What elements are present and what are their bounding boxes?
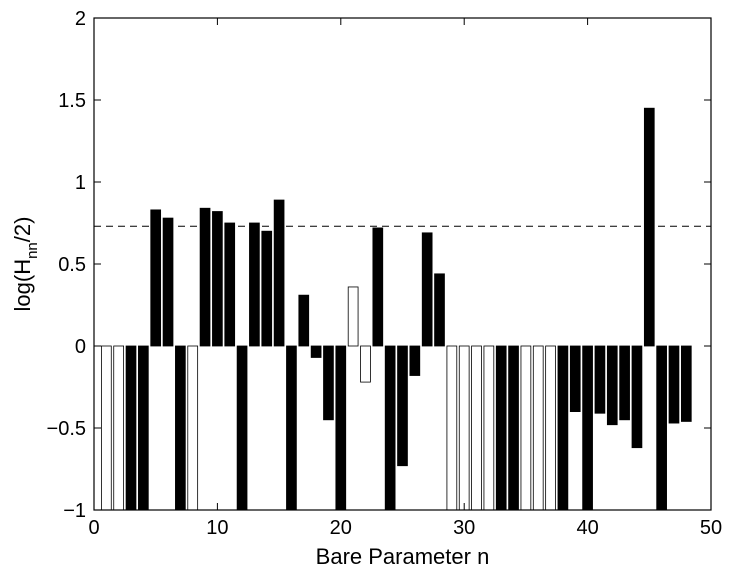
bar-36	[532, 345, 544, 511]
bar-41	[594, 345, 606, 414]
bar-15	[273, 199, 285, 347]
y-axis-label-subscript: nn	[24, 242, 41, 259]
bar-31	[471, 345, 482, 511]
bar-20	[335, 345, 347, 511]
bar-14	[261, 230, 273, 347]
bar-39	[569, 345, 581, 412]
bar-28	[434, 273, 445, 347]
bar-44	[631, 345, 643, 449]
bar-9	[199, 207, 211, 347]
bar-42	[606, 345, 618, 426]
bar-10	[212, 211, 223, 347]
bar-29	[446, 345, 458, 511]
bar-4	[138, 345, 149, 511]
bar-8	[187, 345, 199, 511]
y-tick-label: 0.5	[58, 254, 86, 276]
x-tick-label: 0	[88, 517, 99, 539]
y-axis-label-suffix: /2)	[10, 217, 35, 243]
bar-5	[150, 209, 162, 347]
x-axis-ticks: 0 10 20 30 40 50	[88, 18, 722, 539]
bar-30	[458, 345, 470, 511]
bar-18	[310, 345, 322, 358]
y-tick-label: 1.5	[58, 90, 86, 112]
bar-21	[347, 286, 359, 347]
x-axis-label: Bare Parameter n	[316, 544, 490, 569]
bar-23	[372, 227, 384, 347]
y-axis-label-main: log(H	[10, 259, 35, 312]
y-tick-label: −1	[63, 500, 86, 522]
bar-19	[323, 345, 334, 421]
bar-1	[101, 345, 112, 511]
bar-17	[298, 294, 310, 347]
bar-3	[125, 345, 137, 511]
bar-24	[384, 345, 396, 511]
y-axis-label: log(Hnn/2)	[10, 217, 41, 312]
bar-46	[656, 345, 667, 511]
bar-32	[483, 345, 495, 511]
bar-27	[421, 232, 433, 347]
y-tick-label: 1	[75, 172, 86, 194]
bar-12	[236, 345, 248, 511]
bar-25	[397, 345, 408, 467]
bar-40	[582, 345, 593, 511]
bar-34	[508, 345, 519, 511]
x-tick-label: 10	[206, 517, 228, 539]
y-tick-label: 0	[75, 336, 86, 358]
bar-47	[668, 345, 680, 424]
bar-22	[360, 345, 371, 383]
bar-48	[680, 345, 692, 422]
bar-7	[175, 345, 186, 511]
bar-45	[643, 107, 655, 347]
y-tick-label: −0.5	[47, 418, 86, 440]
x-tick-label: 30	[453, 517, 475, 539]
bar-33	[495, 345, 507, 511]
bar-26	[409, 345, 421, 376]
x-tick-label: 40	[576, 517, 598, 539]
bar-43	[619, 345, 630, 421]
bar-35	[520, 345, 532, 511]
bar-11	[224, 222, 236, 347]
bar-13	[249, 222, 260, 347]
y-tick-label: 2	[75, 8, 86, 30]
bar-6	[162, 217, 174, 347]
bar-38	[557, 345, 569, 511]
x-tick-label: 50	[700, 517, 722, 539]
x-tick-label: 20	[330, 517, 352, 539]
bar-16	[286, 345, 297, 511]
bar-2	[113, 345, 125, 511]
bars-group	[101, 107, 692, 511]
y-axis-ticks: −1 −0.5 0 0.5 1 1.5 2	[47, 8, 711, 522]
bar-37	[545, 345, 556, 511]
